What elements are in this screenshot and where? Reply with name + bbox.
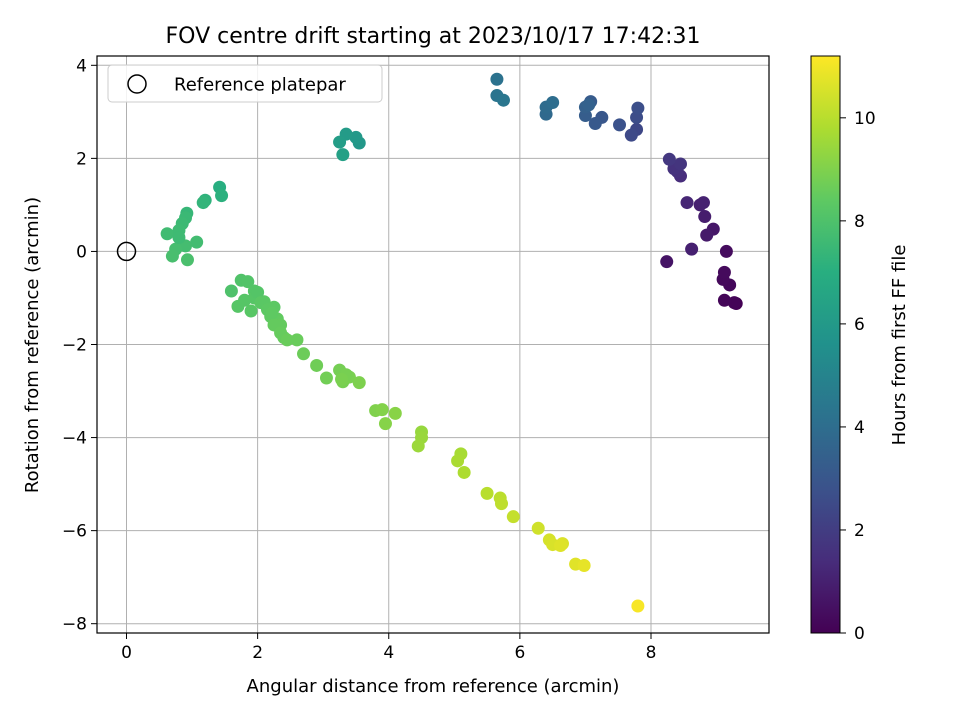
data-point [349, 130, 363, 144]
data-point [727, 296, 741, 310]
colorbar-tick-label: 2 [854, 521, 865, 541]
colorbar-tick-label: 6 [854, 315, 865, 335]
data-point [588, 116, 602, 130]
data-point [310, 358, 324, 372]
data-point [244, 304, 258, 318]
data-point [700, 228, 714, 242]
data-point [685, 242, 699, 256]
data-point [673, 157, 687, 171]
y-tick-label: −6 [62, 522, 87, 542]
data-point [172, 230, 186, 244]
colorbar-tick-label: 0 [854, 624, 865, 644]
data-point [336, 148, 350, 162]
y-tick-label: −4 [62, 429, 87, 449]
data-point [582, 98, 596, 112]
colorbar-ticks: 0 2 4 6 8 10 [840, 109, 876, 644]
data-point [624, 128, 638, 142]
data-point [333, 135, 347, 149]
data-point [496, 93, 510, 107]
legend-label: Reference platepar [174, 75, 346, 96]
data-point [241, 275, 255, 289]
data-point [335, 372, 349, 386]
data-point [719, 244, 733, 258]
legend: Reference platepar [107, 64, 383, 103]
colorbar-tick-label: 10 [854, 109, 876, 129]
grid [97, 56, 769, 633]
data-point [190, 235, 204, 249]
data-point [451, 454, 465, 468]
colorbar-tick-label: 4 [854, 418, 865, 438]
data-point [165, 249, 179, 263]
data-point [680, 196, 694, 210]
data-point [378, 417, 392, 431]
x-tick-label: 6 [514, 643, 525, 663]
x-axis-label: Angular distance from reference (arcmin) [247, 676, 620, 697]
data-point [631, 101, 645, 115]
data-point [577, 559, 591, 573]
y-axis-label: Rotation from reference (arcmin) [22, 197, 43, 493]
data-point [196, 196, 210, 210]
data-point [297, 347, 311, 361]
colorbar-tick-label: 8 [854, 212, 865, 232]
data-point [215, 189, 229, 203]
data-point [696, 196, 710, 210]
x-tick-label: 2 [252, 643, 263, 663]
data-point [411, 439, 425, 453]
data-point [490, 72, 504, 86]
data-point [319, 371, 333, 385]
data-point [180, 253, 194, 267]
data-point [717, 293, 731, 307]
x-tick-label: 4 [383, 643, 394, 663]
y-tick-label: −8 [62, 615, 87, 635]
legend-box [107, 64, 383, 103]
data-point [251, 285, 265, 299]
data-point [224, 284, 238, 298]
data-point [160, 227, 174, 241]
data-point [388, 406, 402, 420]
data-point [717, 265, 731, 279]
legend-marker [127, 74, 147, 94]
colorbar: 0 2 4 6 8 10 Hours from first FF file [810, 55, 910, 644]
axis-ticks: 0 2 4 6 8 −8 −6 −4 −2 0 2 4 [62, 56, 656, 663]
reference-point [116, 241, 137, 262]
x-tick-label: 8 [646, 643, 657, 663]
data-point [662, 152, 676, 166]
data-point [531, 521, 545, 535]
data-point [280, 333, 294, 347]
y-tick-label: 4 [76, 56, 87, 76]
data-point [660, 255, 674, 269]
data-point [554, 539, 568, 553]
data-point [238, 293, 252, 307]
data-point [631, 599, 645, 613]
x-tick-label: 0 [121, 643, 132, 663]
data-point [480, 486, 494, 500]
chart-title: FOV centre drift starting at 2023/10/17 … [166, 24, 701, 49]
data-point [506, 510, 520, 524]
data-point [375, 403, 389, 417]
data-point [495, 497, 509, 511]
data-point [613, 118, 627, 132]
data-point [352, 376, 366, 390]
y-tick-label: 2 [76, 149, 87, 169]
data-point [265, 306, 279, 320]
colorbar-gradient [810, 55, 841, 634]
data-point [546, 96, 560, 110]
y-tick-label: 0 [76, 242, 87, 262]
colorbar-label: Hours from first FF file [889, 245, 910, 446]
data-points [160, 72, 743, 613]
y-tick-label: −2 [62, 336, 87, 356]
data-point [698, 210, 712, 224]
data-point [290, 333, 304, 347]
data-point [457, 465, 471, 479]
